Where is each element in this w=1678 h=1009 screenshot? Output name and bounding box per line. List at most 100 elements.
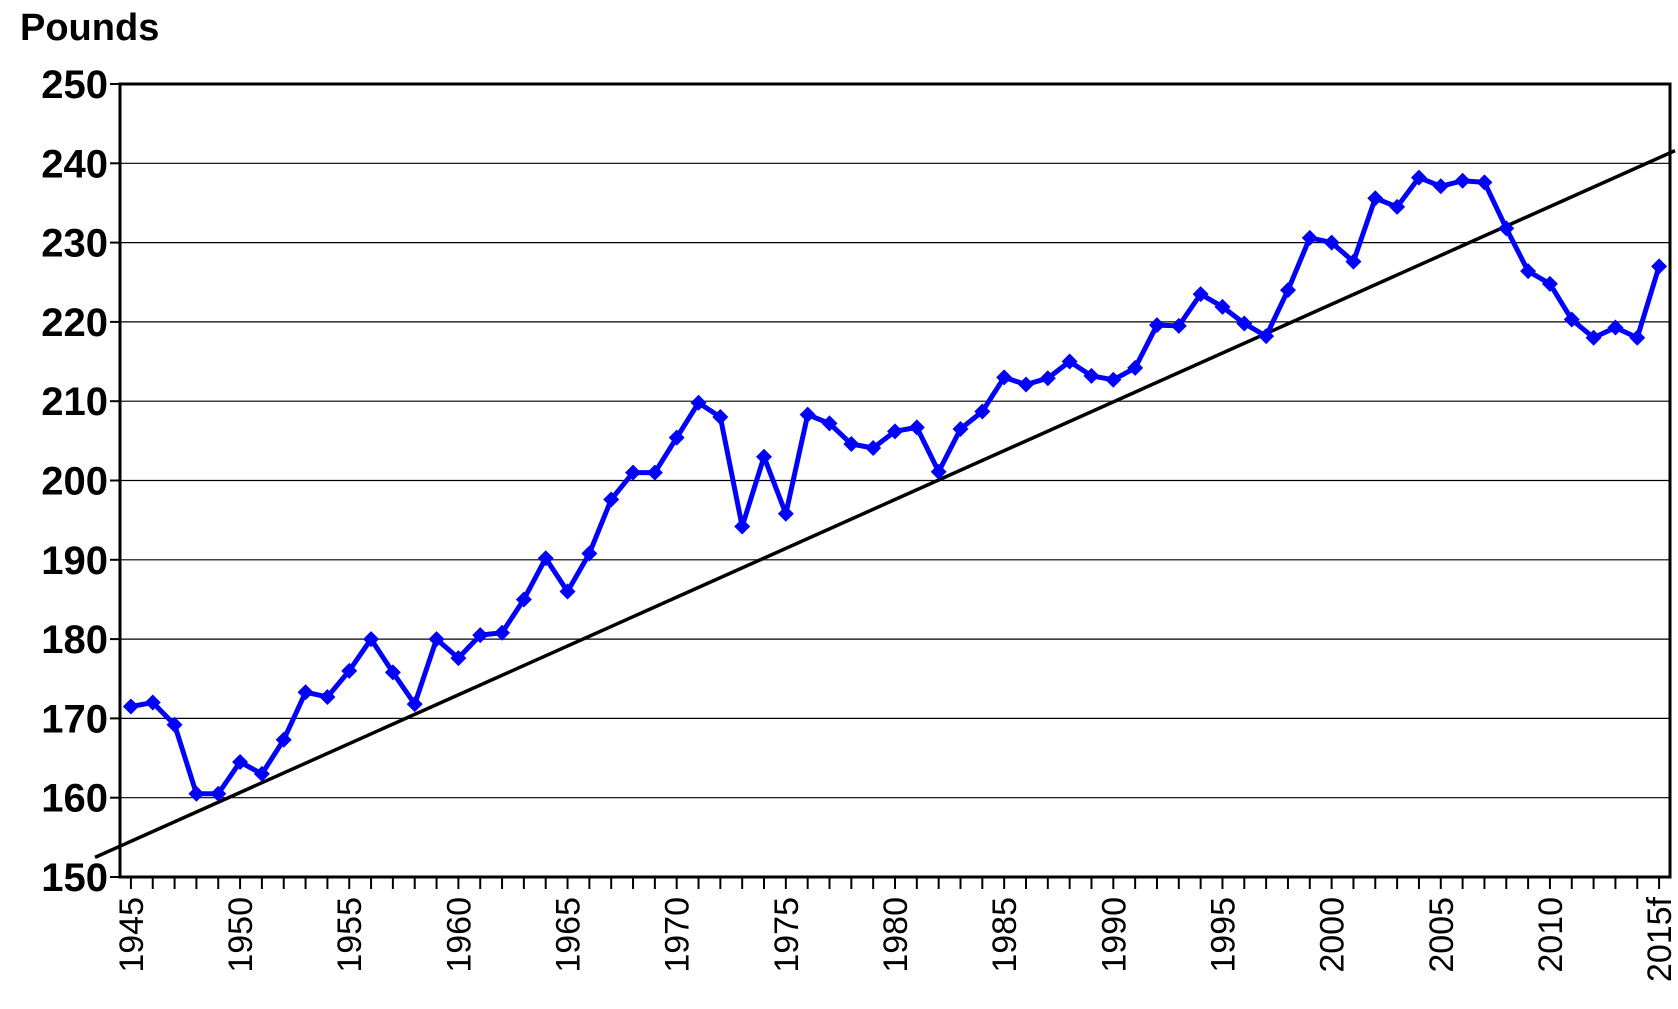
data-point [974, 403, 991, 420]
data-point [756, 448, 773, 465]
data-point [1454, 172, 1471, 189]
data-point [712, 409, 729, 426]
data-point [1279, 282, 1296, 299]
x-tick-label: 1980 [877, 897, 915, 973]
data-point [275, 731, 292, 748]
data-point [646, 464, 663, 481]
y-axis-label: Pounds [20, 7, 159, 49]
x-tick-label: 2010 [1532, 897, 1570, 973]
data-line [130, 175, 1662, 797]
data-point [1258, 328, 1275, 345]
y-tick-label: 200 [41, 460, 108, 504]
data-point [1629, 329, 1646, 346]
data-point [297, 684, 314, 701]
x-tick-label: 1945 [113, 897, 151, 973]
data-point [690, 394, 707, 411]
data-point [1367, 190, 1384, 207]
data-point [1083, 367, 1100, 384]
x-tick-label: 2005 [1423, 897, 1461, 973]
data-point [494, 624, 511, 641]
data-point [1017, 376, 1034, 393]
data-point [1432, 178, 1449, 195]
data-point [406, 696, 423, 713]
data-point [1214, 298, 1231, 315]
data-point [1585, 329, 1602, 346]
y-tick-label: 150 [41, 856, 108, 900]
data-point [581, 545, 598, 562]
data-point [821, 415, 838, 432]
data-point [887, 423, 903, 440]
x-tick-label: 1960 [440, 897, 478, 973]
data-point [384, 664, 401, 681]
data-point [1345, 253, 1362, 270]
data-point [1061, 353, 1078, 370]
data-point [1541, 275, 1558, 292]
data-point [1651, 258, 1668, 275]
data-point [537, 550, 554, 567]
data-point [363, 631, 380, 648]
data-point [472, 627, 489, 644]
data-point [1192, 286, 1209, 303]
data-point [188, 785, 205, 802]
data-point [144, 694, 161, 711]
data-point [1039, 370, 1056, 387]
trend-line [94, 149, 1676, 859]
x-tick-label: 1985 [986, 897, 1024, 973]
data-point [908, 419, 925, 436]
y-tick-label: 180 [41, 618, 108, 662]
data-point [1323, 234, 1340, 251]
data-point [341, 662, 358, 679]
x-tick-label: 1975 [768, 897, 806, 973]
data-point [799, 406, 816, 423]
data-point [930, 463, 947, 480]
x-tick-label: 1970 [659, 897, 697, 973]
y-tick-label: 190 [41, 539, 108, 583]
data-point [1236, 315, 1253, 332]
y-tick-label: 250 [41, 63, 108, 107]
data-point [625, 464, 642, 481]
data-point [253, 765, 270, 782]
data-point [734, 518, 751, 535]
data-point [1476, 174, 1493, 191]
data-point [843, 436, 860, 453]
data-point [319, 688, 336, 705]
data-point [1498, 220, 1515, 237]
data-point [1105, 371, 1122, 388]
data-point [996, 369, 1013, 386]
x-tick-label: 2015f [1641, 896, 1678, 982]
data-point [952, 420, 969, 437]
data-point [232, 754, 249, 771]
x-tick-label: 1955 [331, 897, 369, 973]
data-point [210, 785, 227, 802]
x-tick-label: 1990 [1095, 897, 1133, 973]
data-point [1520, 263, 1537, 280]
x-tick-label: 1965 [550, 897, 588, 973]
data-point [166, 716, 183, 733]
x-tick-label: 1950 [222, 897, 260, 973]
data-point [1127, 359, 1144, 376]
y-tick-label: 160 [41, 777, 108, 821]
data-point [1410, 169, 1427, 186]
data-point [428, 631, 445, 648]
y-tick-label: 170 [41, 697, 108, 741]
data-point [1148, 317, 1165, 334]
data-point [122, 698, 139, 715]
data-point [668, 429, 685, 446]
data-point [1170, 317, 1187, 334]
data-point [777, 505, 794, 522]
data-point [603, 491, 620, 508]
data-point [1563, 311, 1580, 328]
data-point [1301, 229, 1318, 246]
x-tick-label: 2000 [1314, 897, 1352, 973]
data-point [1607, 319, 1624, 336]
x-tick-label: 1995 [1204, 897, 1242, 973]
data-point [1389, 198, 1406, 215]
y-tick-label: 230 [41, 222, 108, 266]
data-point [865, 439, 882, 456]
data-point [450, 650, 467, 667]
data-point [559, 583, 576, 600]
y-tick-label: 220 [41, 301, 108, 345]
data-point [515, 591, 532, 608]
y-tick-label: 240 [41, 142, 108, 186]
